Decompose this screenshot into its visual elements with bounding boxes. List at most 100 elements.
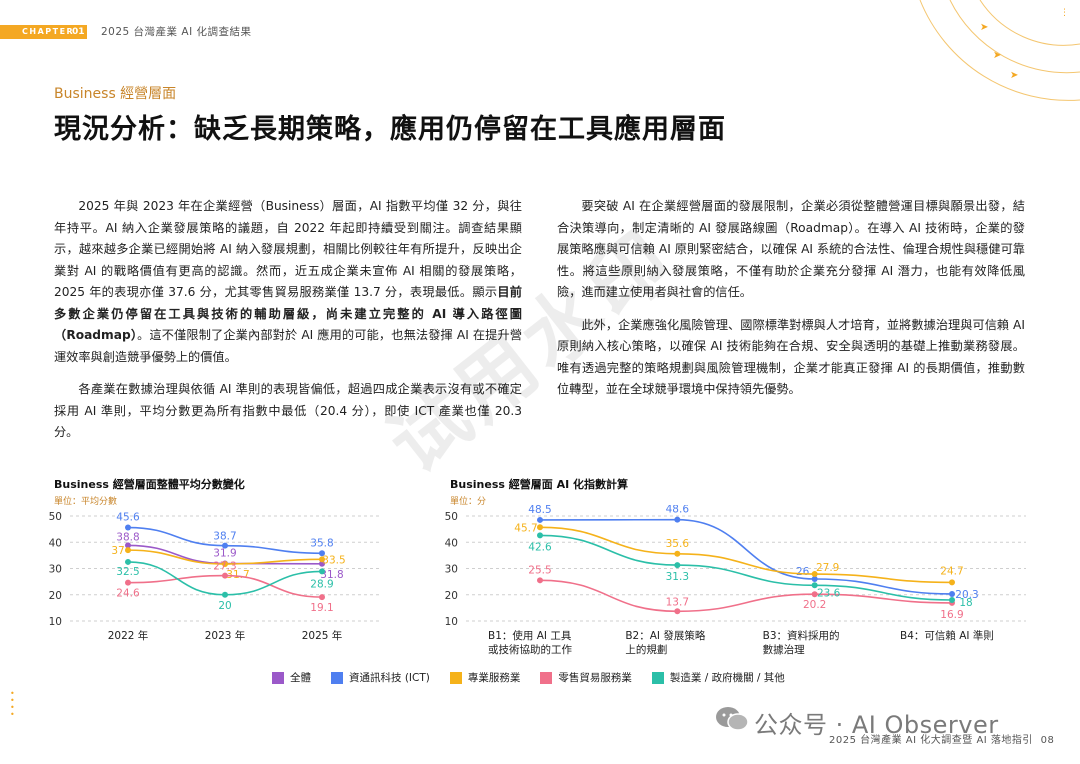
data-point — [319, 568, 325, 575]
data-point — [811, 582, 818, 589]
paragraph-text: 。這不僅限制了企業內部對於 AI 應用的可能，也無法發揮 AI 在提升營運效率與… — [54, 328, 523, 364]
chart-legend: 全體 資通訊科技 (ICT) 專業服務業 零售貿易服務業 製造業 / 政府機關 / 其他 — [272, 670, 785, 685]
legend-label: 資通訊科技 (ICT) — [349, 672, 430, 684]
right-text-column: 要突破 AI 在企業經營層面的發展限制，企業必須從整體營運目標與願景出發，結合決… — [557, 196, 1025, 412]
data-label: 48.6 — [666, 505, 690, 516]
data-label: 31.8 — [320, 569, 343, 581]
paragraph: 要突破 AI 在企業經營層面的發展限制，企業必須從整體營運目標與願景出發，結合決… — [557, 199, 1025, 299]
data-point — [319, 560, 325, 567]
data-label: 32.5 — [116, 566, 139, 578]
data-point — [674, 562, 681, 569]
data-label: 13.7 — [666, 596, 689, 608]
data-point — [125, 542, 131, 549]
data-label: 48.5 — [528, 505, 551, 516]
y-tick-label: 30 — [49, 564, 62, 576]
data-point — [319, 550, 325, 557]
y-tick-label: 10 — [49, 616, 62, 628]
x-tick-label: B2：AI 發展策略 — [625, 629, 706, 642]
data-point — [125, 579, 131, 586]
data-point — [537, 524, 543, 531]
decorative-corner: ➤ ➤ ➤ ⋮ — [919, 0, 1080, 101]
legend-swatch — [331, 671, 343, 684]
data-label: 38.8 — [116, 531, 139, 543]
page-number: 08 — [1040, 735, 1055, 746]
x-tick-label: 2025 年 — [302, 629, 343, 642]
data-label: 26 — [796, 566, 810, 578]
x-tick-label: 上的規劃 — [625, 643, 667, 656]
x-tick-label: 2022 年 — [108, 629, 149, 642]
data-point — [811, 571, 818, 578]
legend-swatch — [272, 671, 284, 684]
legend-item: 製造業 / 政府機關 / 其他 — [651, 670, 785, 685]
data-label: 20.3 — [955, 589, 978, 601]
data-label: 27.9 — [816, 562, 839, 574]
paragraph: 2025 年與 2023 年在企業經營（Business）層面，AI 指數平均僅… — [54, 196, 522, 368]
dots-icon: ⋮ — [1060, 8, 1069, 18]
data-label: 33.5 — [322, 554, 345, 566]
data-point — [674, 516, 681, 523]
data-point — [222, 542, 228, 549]
data-point — [222, 561, 228, 568]
data-point — [222, 591, 228, 598]
data-label: 31.7 — [226, 569, 249, 581]
data-point — [537, 516, 543, 523]
y-tick-label: 40 — [445, 537, 458, 549]
wechat-icon — [716, 707, 749, 731]
x-tick-label: 2023 年 — [205, 629, 246, 642]
data-point — [319, 594, 325, 601]
data-point — [125, 524, 131, 531]
legend-swatch — [540, 671, 553, 684]
arrow-icon: ➤ — [993, 50, 1001, 61]
footer-report-name: 2025 台灣產業 AI 化大調查暨 AI 落地指引 — [829, 735, 1033, 746]
data-point — [537, 532, 543, 539]
paragraph-emphasis: 目前多數企業仍停留在工具與技術的輔助層級，尚未建立完整的 AI 導入路徑圖（Ro… — [54, 285, 522, 342]
data-label: 20 — [218, 600, 231, 612]
data-label: 28.9 — [310, 578, 333, 590]
x-tick-label: B3：資料採用的 — [763, 629, 840, 642]
y-tick-label: 10 — [445, 616, 458, 628]
data-point — [949, 579, 955, 586]
data-label: 20.2 — [803, 599, 826, 611]
data-label: 37 — [111, 545, 124, 557]
chapter-tag: CHAPTER — [0, 25, 87, 39]
x-tick-label: B4：可信賴 AI 準則 — [900, 629, 994, 642]
section-label: Business 經營層面 — [54, 86, 177, 102]
legend-label: 製造業 / 政府機關 / 其他 — [669, 672, 785, 684]
legend-item: 零售貿易服務業 — [540, 670, 632, 685]
data-point — [222, 572, 228, 579]
data-label: 42.6 — [528, 541, 552, 553]
page-title: 現況分析：缺乏長期策略，應用仍停留在工具應用層面 — [54, 114, 726, 145]
data-label: 24.6 — [116, 588, 140, 600]
legend-item: 專業服務業 — [449, 670, 521, 685]
data-label: 27.3 — [213, 561, 236, 573]
series-line — [539, 579, 953, 613]
series-line — [539, 526, 953, 584]
y-tick-label: 40 — [49, 537, 62, 549]
series-line — [539, 518, 953, 595]
data-point — [125, 558, 131, 565]
x-tick-label: 或技術協助的工作 — [488, 643, 572, 656]
data-point — [537, 577, 543, 584]
legend-item: 全體 — [272, 670, 311, 685]
data-label: 45.6 — [116, 512, 140, 524]
legend-swatch — [651, 671, 664, 684]
legend-label: 專業服務業 — [467, 672, 521, 684]
y-tick-label: 30 — [445, 564, 458, 576]
paragraph: 各產業在數據治理與依循 AI 準則的表現皆偏低，超過四成企業表示沒有或不確定採用… — [54, 382, 522, 439]
y-tick-label: 50 — [49, 511, 62, 523]
data-point — [949, 590, 955, 597]
data-label: 31.9 — [213, 548, 236, 560]
y-tick-label: 20 — [445, 590, 458, 602]
data-point — [674, 608, 681, 615]
y-tick-label: 50 — [445, 511, 458, 523]
footer-brand: 公众号 · AI Observer — [754, 711, 999, 739]
left-text-column: 2025 年與 2023 年在企業經營（Business）層面，AI 指數平均僅… — [54, 196, 522, 455]
legend-swatch — [449, 671, 462, 684]
data-point — [674, 550, 681, 557]
chart2-unit: 單位：分 — [450, 497, 487, 507]
x-tick-label: 數據治理 — [763, 643, 805, 656]
decorative-dots: • • • • — [10, 689, 15, 719]
chapter-number: 01 — [72, 27, 85, 37]
y-tick-label: 20 — [49, 590, 62, 602]
chart2-title: Business 經營層面 AI 化指數計算 — [450, 478, 629, 491]
